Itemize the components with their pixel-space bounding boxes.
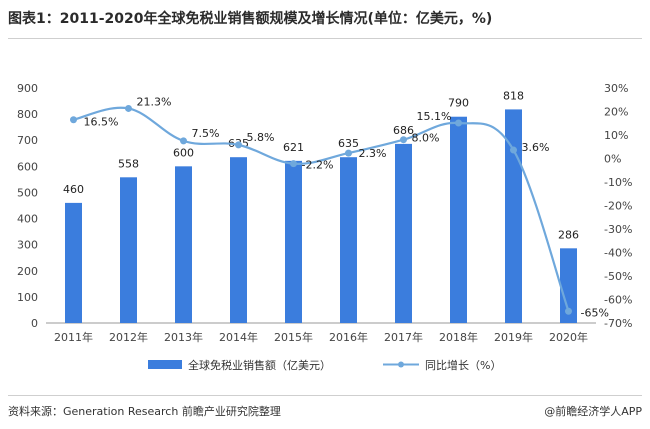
- growth-point: [70, 116, 77, 124]
- bar: [175, 166, 192, 323]
- bar-value-label: 286: [558, 228, 579, 241]
- y-right-tick-label: 10%: [604, 129, 628, 142]
- legend-bar-label: 全球免税业销售额（亿美元）: [188, 358, 331, 372]
- bar: [120, 177, 137, 323]
- growth-value-label: 16.5%: [84, 116, 119, 129]
- growth-point: [510, 146, 517, 154]
- bar: [230, 157, 247, 323]
- y-left-tick-label: 600: [17, 160, 38, 173]
- bar: [340, 157, 357, 323]
- legend-bar-swatch: [148, 360, 182, 369]
- growth-value-label: 8.0%: [412, 132, 440, 145]
- y-right-tick-label: 30%: [604, 82, 628, 95]
- y-right-tick-label: 0%: [604, 153, 621, 166]
- bar: [395, 143, 412, 323]
- x-tick-label: 2019年: [494, 330, 533, 344]
- growth-value-label: 5.8%: [247, 131, 275, 144]
- footer-divider: [8, 395, 642, 396]
- y-left-tick-label: 800: [17, 108, 38, 121]
- y-left-tick-label: 500: [17, 186, 38, 199]
- y-left-tick-label: 700: [17, 134, 38, 147]
- y-left-tick-label: 0: [31, 317, 38, 330]
- title-divider: [8, 38, 642, 39]
- bar-value-label: 558: [118, 157, 139, 170]
- growth-value-label: 21.3%: [137, 95, 172, 108]
- x-tick-label: 2017年: [384, 330, 423, 344]
- x-tick-label: 2020年: [549, 330, 588, 344]
- growth-line: [73, 106, 570, 312]
- x-tick-label: 2016年: [329, 330, 368, 344]
- bar-value-label: 600: [173, 146, 194, 159]
- legend-line-marker: [398, 361, 404, 368]
- y-right-tick-label: -50%: [604, 270, 632, 283]
- growth-point: [345, 149, 352, 157]
- growth-value-label: -2.2%: [302, 159, 334, 172]
- source-note: 资料来源：Generation Research 前瞻产业研究院整理: [8, 405, 281, 418]
- x-tick-label: 2013年: [164, 330, 203, 344]
- bar-value-label: 635: [338, 137, 359, 150]
- y-right-tick-label: -20%: [604, 200, 632, 213]
- bar-value-label: 790: [448, 97, 469, 110]
- growth-point: [455, 119, 462, 127]
- y-left-tick-label: 100: [17, 291, 38, 304]
- y-right-tick-label: -40%: [604, 247, 632, 260]
- bar: [285, 160, 302, 323]
- x-tick-label: 2014年: [219, 330, 258, 344]
- growth-value-label: 2.3%: [359, 147, 387, 160]
- bar: [65, 202, 82, 323]
- y-right-tick-label: -30%: [604, 223, 632, 236]
- bar: [450, 116, 467, 323]
- x-tick-label: 2011年: [54, 330, 93, 344]
- bar-value-label: 621: [283, 141, 304, 154]
- growth-value-label: 3.6%: [522, 141, 550, 154]
- chart-title: 图表1：2011-2020年全球免税业销售额规模及增长情况(单位：亿美元，%): [8, 11, 493, 27]
- growth-point: [180, 137, 187, 145]
- bar-value-label: 686: [393, 124, 414, 137]
- growth-value-label: 7.5%: [192, 127, 220, 140]
- brand-label: @前瞻经济学人APP: [544, 405, 642, 418]
- growth-point: [565, 307, 572, 315]
- y-right-tick-label: -10%: [604, 176, 632, 189]
- y-left-tick-label: 400: [17, 213, 38, 226]
- growth-point: [125, 104, 132, 112]
- y-right-tick-label: 20%: [604, 106, 628, 119]
- bar: [560, 248, 577, 323]
- bar: [505, 109, 522, 324]
- growth-value-label: 15.1%: [417, 110, 452, 123]
- x-tick-label: 2018年: [439, 330, 478, 344]
- growth-point: [290, 160, 297, 168]
- bar-value-label: 818: [503, 89, 524, 102]
- growth-point: [400, 136, 407, 144]
- x-tick-label: 2015年: [274, 330, 313, 344]
- x-tick-label: 2012年: [109, 330, 148, 344]
- y-left-tick-label: 300: [17, 239, 38, 252]
- y-left-tick-label: 900: [17, 82, 38, 95]
- y-right-tick-label: -70%: [604, 317, 632, 330]
- bar-value-label: 460: [63, 183, 84, 196]
- legend-line-label: 同比增长（%）: [425, 358, 501, 372]
- growth-value-label: -65%: [581, 306, 609, 319]
- growth-point: [235, 141, 242, 149]
- y-right-tick-label: -60%: [604, 294, 632, 307]
- y-left-tick-label: 200: [17, 265, 38, 278]
